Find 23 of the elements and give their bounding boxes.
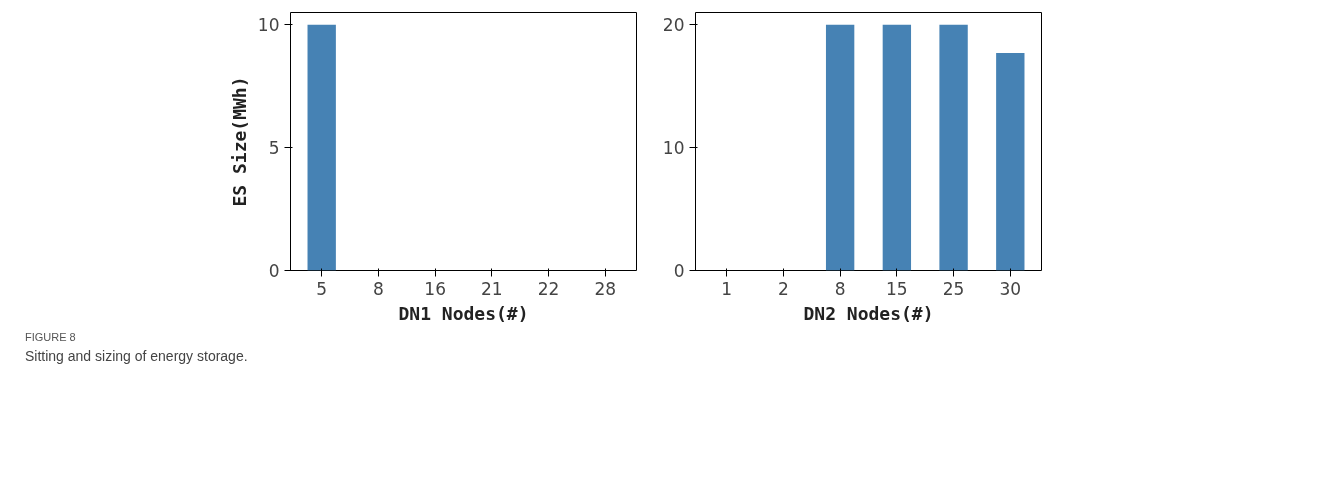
x-tick-label: 1 [721,278,733,299]
x-tick-label: 16 [424,278,446,299]
y-tick-label: 5 [268,138,280,159]
caption: FIGURE 8 [25,330,76,345]
x-tick-label: 5 [316,278,328,299]
x-tick-label: 25 [942,278,965,299]
x-tick-label: 2 [778,278,789,299]
text: Sitting and sizing of energy storage. [25,346,248,366]
x-axis-title: DN2 Nodes(#) [803,302,934,324]
y-tick-label: 10 [662,138,685,159]
y-tick-label: 10 [257,15,280,36]
x-tick-label: 28 [594,278,617,299]
x-axis-title: DN1 Nodes(#) [398,302,529,324]
y-axis-title: ES Size(MWh) [228,76,250,207]
x-tick-label: 21 [481,278,503,299]
y-tick-label: 0 [268,261,280,281]
y-tick-label: 20 [662,15,685,36]
y-tick-label: 0 [673,261,685,281]
x-tick-label: 15 [886,278,908,299]
x-tick-label: 8 [373,278,384,299]
x-tick-label: 22 [537,278,560,299]
x-tick-label: 30 [999,278,1022,299]
x-tick-label: 8 [834,278,846,299]
